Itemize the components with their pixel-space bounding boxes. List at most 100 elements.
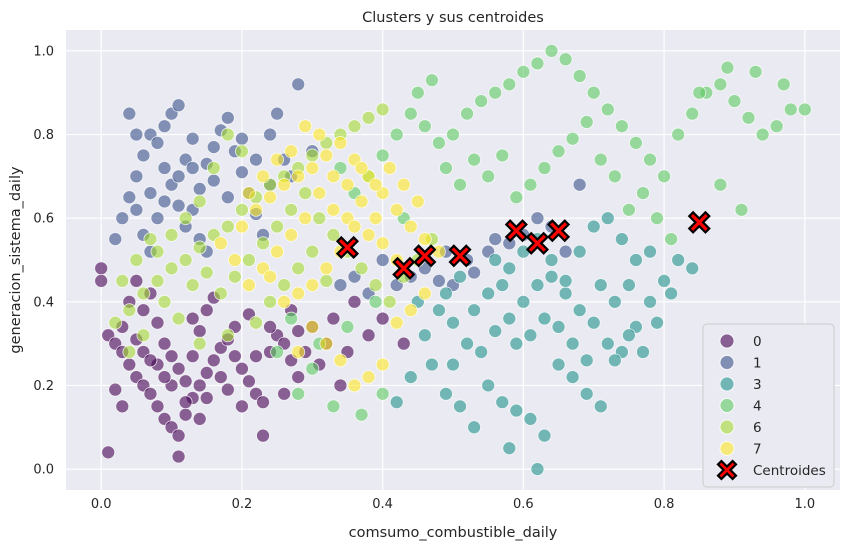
data-point	[220, 382, 235, 397]
data-point	[375, 102, 390, 117]
data-point	[354, 261, 369, 276]
data-point	[474, 345, 489, 359]
y-tick-labels: 0.0 0.2 0.4 0.6 0.8 1.0	[33, 44, 54, 477]
data-point	[502, 77, 517, 92]
data-point	[361, 110, 376, 125]
data-point	[375, 148, 390, 163]
data-point	[235, 165, 249, 180]
data-point	[509, 403, 524, 418]
data-point	[572, 244, 587, 259]
data-point	[460, 336, 474, 351]
data-points	[94, 44, 812, 476]
data-point	[671, 127, 686, 142]
data-point	[199, 303, 214, 318]
data-point	[305, 278, 320, 292]
data-point	[291, 286, 306, 301]
data-point	[389, 127, 404, 142]
centroid-marker	[525, 231, 549, 255]
data-point	[340, 320, 355, 334]
data-point	[565, 131, 580, 146]
data-point	[171, 98, 186, 113]
data-point	[185, 349, 200, 364]
data-point	[389, 315, 404, 330]
data-point	[453, 269, 467, 284]
data-point	[495, 278, 510, 292]
data-point	[108, 315, 123, 330]
data-point	[129, 202, 144, 217]
data-point	[516, 64, 531, 79]
data-point	[720, 60, 735, 75]
data-point	[417, 328, 432, 343]
data-point	[235, 361, 249, 376]
data-point	[530, 462, 545, 476]
data-point	[227, 253, 242, 267]
data-point	[467, 303, 482, 318]
legend-label: 3	[753, 377, 762, 393]
data-point	[361, 228, 376, 242]
data-point	[220, 110, 235, 125]
legend-item: 1	[719, 355, 762, 371]
data-point	[593, 152, 608, 167]
x-tick-label: 0.8	[654, 497, 675, 512]
x-tick-labels: 0.0 0.2 0.4 0.6 0.8 1.0	[91, 497, 815, 512]
centroid-marker	[716, 459, 738, 481]
legend-label: Centroides	[753, 463, 826, 479]
data-point	[227, 349, 242, 364]
data-point	[192, 182, 207, 196]
data-point	[171, 449, 186, 464]
data-point	[143, 186, 158, 200]
data-point	[460, 106, 474, 121]
data-point	[544, 253, 559, 267]
data-point	[403, 303, 418, 318]
data-point	[220, 219, 235, 234]
data-point	[136, 303, 151, 318]
data-point	[305, 161, 320, 175]
data-point	[213, 286, 228, 301]
data-point	[502, 441, 517, 456]
data-point	[171, 169, 186, 184]
data-point	[446, 127, 460, 142]
data-point	[305, 148, 320, 163]
data-point	[122, 106, 137, 121]
data-point	[199, 265, 214, 280]
data-point	[108, 382, 123, 397]
centroid-marker	[546, 219, 571, 243]
data-point	[206, 353, 221, 368]
data-point	[291, 370, 306, 384]
data-point	[446, 315, 460, 330]
data-point	[516, 244, 531, 259]
data-point	[692, 85, 707, 100]
data-point	[143, 232, 158, 246]
y-tick-label: 0.2	[33, 379, 54, 394]
data-point	[157, 370, 172, 384]
data-point	[579, 353, 594, 368]
data-point	[150, 244, 165, 259]
data-point	[157, 194, 172, 209]
data-point	[488, 253, 503, 267]
centroid-marker	[335, 235, 360, 260]
data-point	[235, 399, 249, 414]
data-point	[171, 428, 186, 443]
legend-item: 7	[719, 441, 762, 457]
data-point	[333, 136, 348, 150]
data-point	[235, 202, 249, 217]
data-point	[607, 353, 622, 368]
data-point	[185, 131, 200, 146]
data-point	[185, 161, 200, 175]
data-point	[291, 77, 306, 92]
data-point	[129, 274, 144, 288]
data-point	[734, 202, 749, 217]
data-point	[551, 144, 566, 159]
legend-marker	[719, 441, 735, 456]
data-point	[143, 353, 158, 368]
data-point	[206, 173, 221, 188]
data-point	[326, 169, 341, 184]
data-point	[713, 77, 728, 92]
data-point	[467, 152, 482, 167]
data-point	[227, 269, 242, 284]
data-point	[354, 407, 369, 422]
data-point	[270, 106, 284, 121]
data-point	[650, 211, 664, 226]
data-point	[270, 219, 284, 234]
data-point	[558, 286, 573, 301]
